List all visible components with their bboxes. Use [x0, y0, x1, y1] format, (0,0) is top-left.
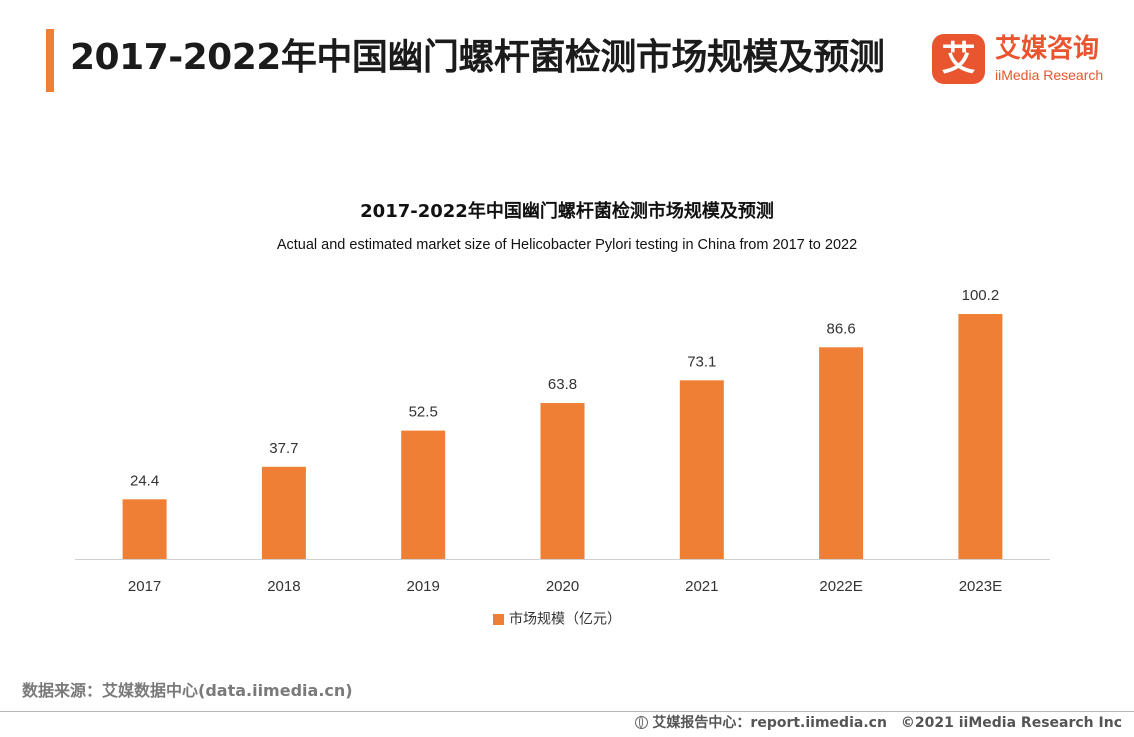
chart-legend[interactable]: 市场规模（亿元）	[493, 609, 621, 629]
legend-swatch	[493, 614, 504, 625]
x-tick-label-2020: 2020	[546, 578, 579, 595]
x-tick-label-2017: 2017	[128, 578, 161, 595]
data-label-2017: 24.4	[130, 472, 159, 489]
chart-subtitle: Actual and estimated market size of Heli…	[276, 237, 858, 253]
chart-title: 2017-2022年中国幽门螺杆菌检测市场规模及预测	[360, 201, 774, 222]
bar-2023E[interactable]	[958, 314, 1003, 559]
bar-2021[interactable]	[679, 380, 724, 559]
data-label-2019: 52.5	[409, 404, 438, 421]
bar-2017[interactable]	[122, 499, 167, 559]
footer-copyright: ©2021 iiMedia Research Inc	[900, 715, 1122, 731]
brand-mark-icon: 艾	[932, 34, 985, 84]
brand-name-cn: 艾媒咨询	[995, 34, 1100, 64]
bar-2018[interactable]	[261, 466, 306, 559]
x-tick-label-2023E: 2023E	[959, 578, 1002, 595]
bar-2022E[interactable]	[819, 347, 864, 559]
x-tick-label-2019: 2019	[407, 578, 440, 595]
x-tick-label-2018: 2018	[267, 578, 300, 595]
data-label-2021: 73.1	[687, 353, 716, 370]
data-label-2018: 37.7	[269, 440, 298, 457]
data-label-2023E: 100.2	[962, 287, 1000, 304]
x-tick-label-2021: 2021	[685, 578, 718, 595]
legend-label: 市场规模（亿元）	[509, 611, 621, 628]
brand-logo[interactable]: 艾 艾媒咨询 iiMedia Research	[932, 33, 1122, 87]
data-label-2020: 63.8	[548, 376, 577, 393]
title-accent-bar	[46, 29, 54, 92]
x-tick-label-2022E: 2022E	[819, 578, 862, 595]
brand-name-en: iiMedia Research	[995, 67, 1104, 83]
data-label-2022E: 86.6	[826, 320, 855, 337]
footer-report-center[interactable]: 艾媒报告中心：report.iimedia.cn	[652, 715, 887, 731]
bar-2020[interactable]	[540, 403, 585, 559]
footer: 艾媒报告中心：report.iimedia.cn ©2021 iiMedia Re…	[635, 713, 1122, 733]
bar-2019[interactable]	[401, 430, 446, 559]
footer-divider	[0, 711, 1134, 712]
data-source: 数据来源：艾媒数据中心(data.iimedia.cn)	[22, 681, 353, 700]
globe-icon	[635, 716, 649, 729]
page-title: 2017-2022年中国幽门螺杆菌检测市场规模及预测	[70, 37, 885, 78]
